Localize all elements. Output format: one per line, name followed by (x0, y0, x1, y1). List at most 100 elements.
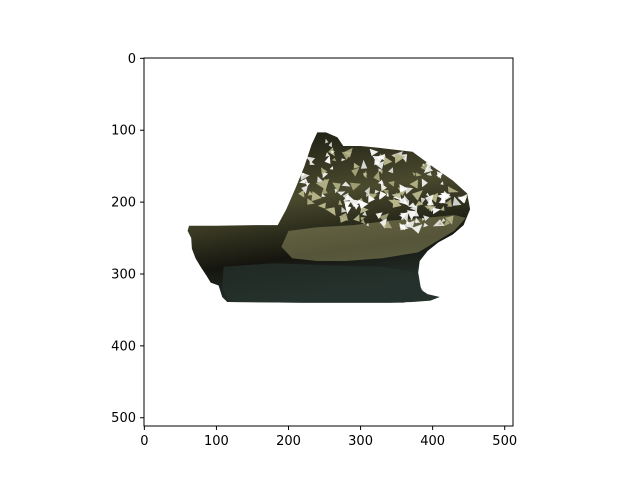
speckle (380, 183, 387, 192)
speckle (427, 203, 436, 212)
speckle (341, 158, 346, 162)
speckle (353, 162, 360, 169)
speckle (423, 165, 433, 174)
speckle (426, 192, 431, 198)
y-tick-label: 100 (111, 124, 136, 139)
plot-area (144, 58, 513, 426)
speckle (415, 172, 422, 177)
speckle (408, 220, 415, 227)
speckle (350, 182, 361, 191)
speckle (331, 150, 335, 154)
speckle (360, 218, 366, 225)
speckle (325, 152, 330, 157)
speckle (324, 179, 328, 183)
speckle (343, 194, 354, 202)
speckle (452, 196, 462, 206)
y-tick-label: 0 (128, 52, 136, 67)
y-tick-label: 400 (111, 339, 136, 354)
speckle (421, 178, 428, 188)
speckle (433, 207, 441, 215)
speckle (399, 224, 407, 231)
speckle (383, 156, 393, 166)
speckle (360, 206, 369, 214)
speckle (379, 213, 389, 223)
speckle (302, 178, 309, 184)
speckle (305, 183, 310, 187)
speckle (445, 199, 452, 207)
speckle (408, 202, 417, 208)
y-tick-label: 500 (111, 411, 136, 426)
x-tick-label: 500 (492, 434, 517, 449)
speckle (383, 220, 393, 229)
speckle (429, 192, 439, 203)
speckle (301, 185, 308, 194)
x-tick-label: 300 (348, 434, 373, 449)
speckle (379, 191, 387, 200)
speckle (338, 199, 343, 206)
x-tick-label: 100 (204, 434, 229, 449)
speckle (415, 200, 424, 207)
speckle (317, 202, 326, 209)
speckle (414, 217, 421, 223)
speckle (368, 193, 378, 201)
y-tick-label: 200 (111, 196, 136, 211)
rendered-image (187, 132, 471, 303)
speckle (348, 198, 362, 208)
x-axis: 0 100 200 300 400 500 (140, 426, 517, 449)
speckle (406, 219, 415, 229)
speckle (329, 166, 334, 170)
y-axis: 0 100 200 300 400 500 (111, 52, 144, 426)
speckle (338, 212, 349, 221)
speckle (358, 199, 369, 209)
speckle (360, 217, 366, 221)
speckle (378, 168, 383, 172)
speckle (362, 211, 367, 216)
speckle (369, 148, 379, 156)
speckle (321, 186, 328, 195)
speckle (412, 210, 420, 217)
speckle (400, 216, 404, 220)
speckle (409, 205, 418, 212)
speckle (366, 222, 369, 227)
speckle (411, 224, 423, 234)
speckle (399, 184, 408, 194)
speckle (440, 192, 445, 196)
speckle (427, 172, 431, 175)
speckle (366, 193, 369, 198)
speckle (317, 176, 325, 183)
speckle (368, 194, 376, 203)
speckle (298, 189, 305, 198)
speckle (305, 156, 316, 163)
speckle (373, 171, 380, 182)
speckle (301, 172, 306, 177)
speckle (409, 179, 418, 189)
speckle (324, 155, 331, 164)
speckle (423, 222, 429, 228)
speckle (379, 170, 383, 174)
speckle (410, 211, 415, 214)
speckle (352, 202, 359, 210)
speckle (299, 179, 307, 184)
speckle (341, 181, 351, 187)
speckle (345, 205, 352, 215)
speckle (394, 153, 406, 164)
speckle (438, 221, 443, 226)
speckle (438, 197, 446, 204)
speckle (425, 194, 434, 206)
speckle (447, 186, 459, 193)
speckle (336, 191, 346, 196)
mesh-speckles (297, 138, 468, 234)
speckle (393, 191, 402, 199)
speckle (311, 191, 322, 202)
speckle (421, 163, 425, 166)
speckle (364, 186, 370, 196)
speckle (343, 147, 353, 158)
y-tick-label: 300 (111, 267, 136, 282)
speckle (321, 167, 328, 175)
mesh-body (187, 132, 471, 303)
speckle (426, 198, 434, 206)
speckle (441, 218, 446, 223)
speckle (332, 182, 341, 192)
speckle (363, 170, 367, 179)
speckle (403, 194, 409, 202)
